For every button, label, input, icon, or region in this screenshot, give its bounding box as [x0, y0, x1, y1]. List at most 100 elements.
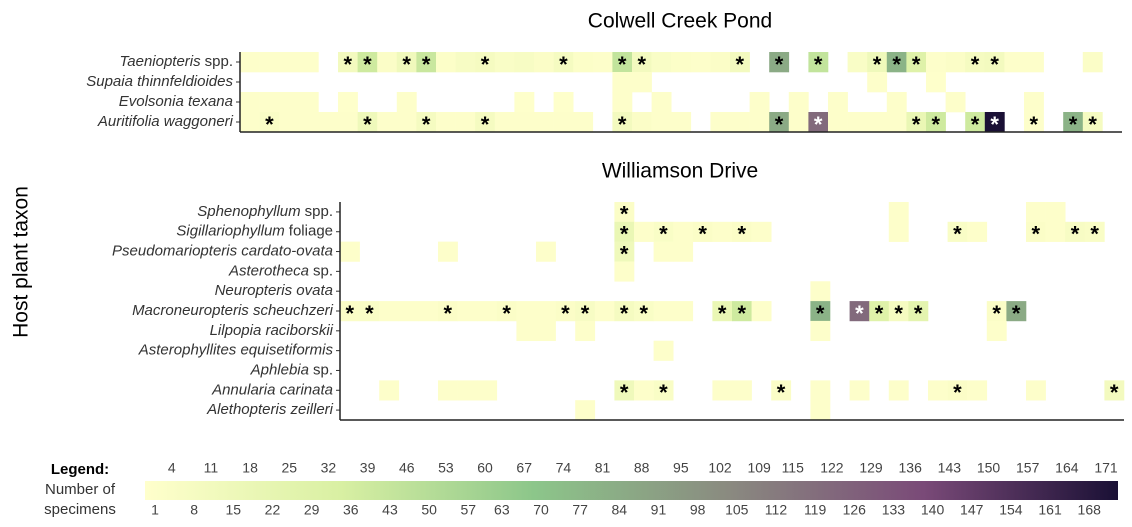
cell [888, 221, 909, 242]
cell [338, 112, 358, 133]
cell [986, 301, 1007, 322]
significance-marker: * [422, 112, 431, 137]
legend-tick-label: 147 [960, 502, 984, 518]
cell [1026, 202, 1046, 223]
cell [926, 112, 946, 133]
cell [338, 92, 358, 113]
row-label: Sphenophyllum spp. [197, 203, 333, 220]
row-label-part: sp. [313, 262, 333, 279]
legend-tick-label: 15 [226, 502, 242, 518]
cell [475, 52, 496, 73]
significance-marker: * [402, 52, 411, 77]
row-label: Taeniopteris spp. [119, 53, 233, 70]
significance-marker: * [914, 301, 923, 326]
significance-marker: * [618, 52, 627, 77]
cell [906, 52, 927, 73]
legend-tick-label: 4 [168, 460, 176, 476]
legend-tick-label: 11 [204, 460, 219, 476]
cell [279, 92, 300, 113]
legend-tick-label: 105 [725, 502, 749, 518]
cell [751, 301, 772, 322]
row-label: Asterophyllites equisetiformis [138, 342, 334, 359]
significance-marker: * [912, 112, 921, 137]
significance-marker: * [363, 52, 372, 77]
significance-marker: * [718, 301, 727, 326]
legend-tick-label: 74 [556, 460, 572, 476]
cell [945, 52, 966, 73]
cell [418, 301, 439, 322]
cell [671, 52, 692, 73]
legend-tick-label: 129 [859, 460, 883, 476]
cell [1045, 221, 1066, 242]
row-label-part: Supaia thinnfeldioides [86, 73, 233, 90]
cell [906, 112, 927, 133]
legend-tick-label: 8 [190, 502, 198, 518]
significance-marker: * [1071, 222, 1080, 247]
legend-tick-label: 32 [321, 460, 337, 476]
cell [259, 112, 280, 133]
cell [634, 221, 654, 242]
row-label: Lilpopia raciborskii [210, 322, 334, 339]
significance-marker: * [912, 52, 921, 77]
cell [1063, 112, 1084, 133]
cell [712, 221, 733, 242]
cell [945, 92, 966, 113]
cell [594, 301, 615, 322]
row-label: Aphlebia sp. [250, 361, 333, 378]
cell [536, 320, 556, 342]
legend-tick-label: 102 [708, 460, 732, 476]
legend-tick-label: 122 [820, 460, 844, 476]
cell [712, 380, 733, 401]
cell [396, 112, 417, 133]
cell [396, 52, 417, 73]
cell [671, 112, 692, 133]
cell [379, 301, 400, 322]
cell [438, 301, 458, 322]
cell [849, 380, 870, 401]
row-label: Pseudomariopteris cardato-ovata [112, 243, 333, 260]
cell [967, 380, 988, 401]
cell [751, 221, 772, 242]
cell [749, 92, 770, 113]
cell [653, 301, 674, 322]
cell [416, 52, 437, 73]
cell [1026, 380, 1046, 401]
cell [769, 52, 790, 73]
significance-marker: * [816, 301, 825, 326]
row-label-part: Sphenophyllum [197, 203, 300, 220]
cell [614, 261, 635, 282]
legend-colorbar [145, 481, 1118, 500]
cell [867, 72, 888, 93]
significance-marker: * [698, 222, 707, 247]
significance-marker: * [659, 380, 668, 405]
cell [984, 112, 1005, 133]
cell [612, 72, 633, 93]
cell [828, 92, 848, 113]
cell [947, 380, 968, 401]
cell [573, 52, 594, 73]
cell [240, 112, 260, 133]
row-label-part: Annularia carinata [211, 381, 333, 398]
cell [612, 92, 633, 113]
cell [553, 92, 574, 113]
legend-tick-label: 136 [899, 460, 923, 476]
cell [436, 52, 456, 73]
cell [947, 221, 968, 242]
cell [632, 52, 652, 73]
cell [1082, 52, 1103, 73]
legend-tick-label: 109 [747, 460, 771, 476]
significance-marker: * [814, 52, 823, 77]
cell [614, 380, 635, 401]
significance-marker: * [775, 52, 784, 77]
cell [749, 112, 770, 133]
legend-title: Legend: [51, 461, 109, 478]
row-label-part: Aphlebia [250, 361, 309, 378]
cell [1104, 380, 1125, 401]
legend-tick-label: 95 [673, 460, 689, 476]
cell [810, 320, 831, 342]
cell [732, 221, 752, 242]
cell [536, 241, 556, 262]
cell [612, 112, 633, 133]
significance-marker: * [365, 301, 374, 326]
cell [673, 301, 694, 322]
